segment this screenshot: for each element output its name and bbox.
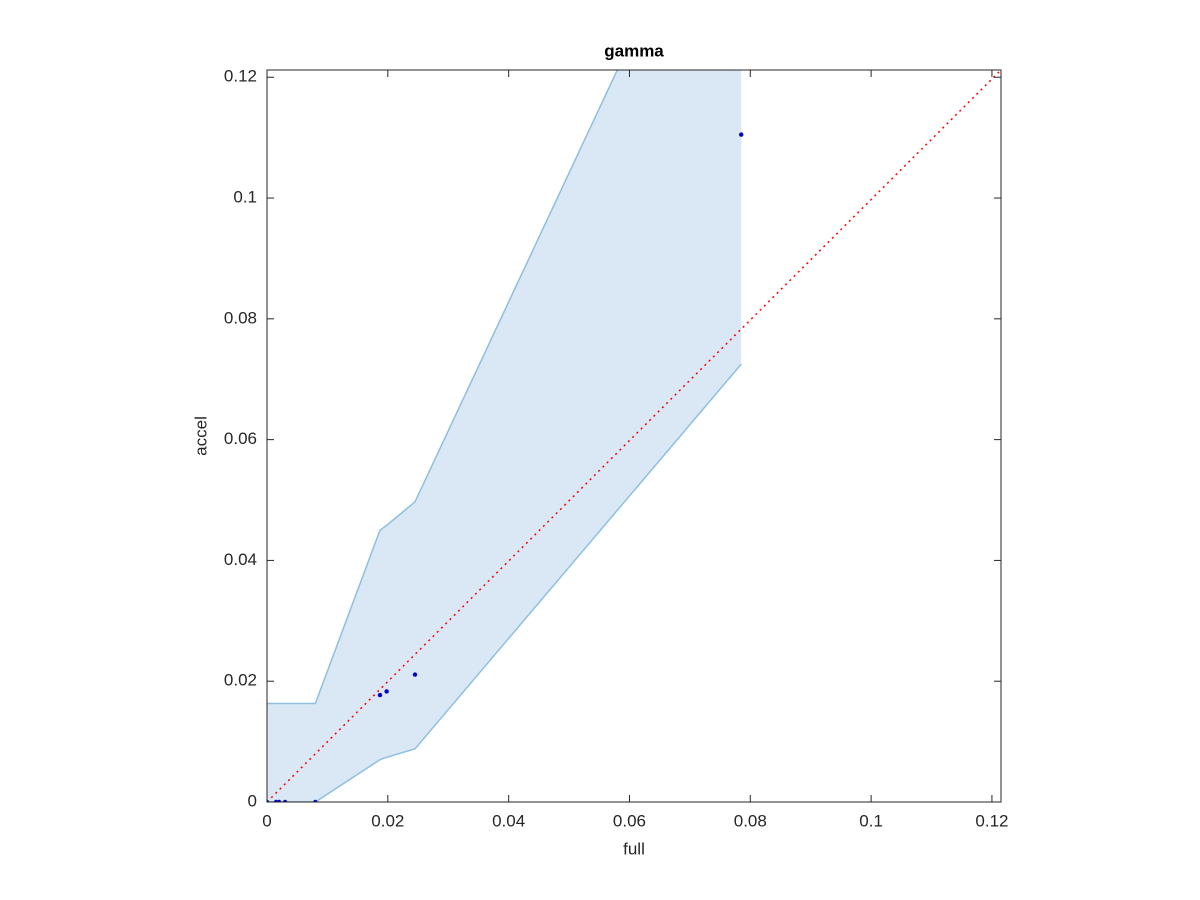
y-tick-label: 0.08 bbox=[224, 308, 257, 327]
x-tick-label: 0.02 bbox=[371, 811, 404, 830]
band-edge-lower bbox=[267, 363, 742, 802]
x-tick-label: 0.12 bbox=[975, 811, 1008, 830]
x-tick-label: 0.1 bbox=[859, 811, 883, 830]
data-point bbox=[282, 799, 288, 802]
y-axis-label: accel bbox=[191, 416, 210, 456]
data-point bbox=[412, 672, 418, 677]
data-point bbox=[384, 689, 389, 694]
y-tick-label: 0.12 bbox=[224, 67, 257, 86]
data-point bbox=[377, 692, 383, 698]
data-point bbox=[313, 799, 318, 802]
x-tick-label: 0 bbox=[262, 811, 271, 830]
y-tick-label: 0 bbox=[248, 791, 257, 810]
data-point bbox=[276, 799, 282, 802]
chart-title: gamma bbox=[604, 41, 664, 60]
plot-area bbox=[267, 70, 1001, 802]
x-tick-label: 0.06 bbox=[613, 811, 646, 830]
confidence-band bbox=[267, 70, 742, 802]
axes-box bbox=[266, 69, 1002, 803]
x-tick-label: 0.08 bbox=[734, 811, 767, 830]
band-edge-upper bbox=[267, 70, 619, 705]
data-point bbox=[739, 132, 744, 137]
x-tick-label: 0.04 bbox=[492, 811, 525, 830]
y-tick-label: 0.06 bbox=[224, 429, 257, 448]
data-point bbox=[267, 799, 270, 802]
y-tick-label: 0.04 bbox=[224, 550, 257, 569]
y-tick-label: 0.1 bbox=[233, 188, 257, 207]
y-tick-label: 0.02 bbox=[224, 671, 257, 690]
x-axis-label: full bbox=[623, 839, 645, 858]
